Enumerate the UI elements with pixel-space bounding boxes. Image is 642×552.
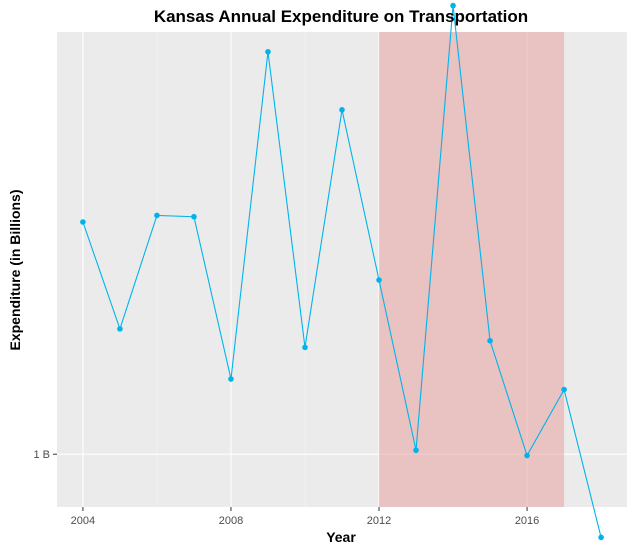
x-axis-ticks: 2004 2008 2012 2016 [71,507,539,527]
data-point [80,219,86,225]
x-tick-label: 2004 [71,515,95,527]
x-tick-label: 2008 [219,515,243,527]
data-point [154,212,160,219]
plot-panel [57,2,627,541]
data-point [376,277,382,283]
data-point [339,107,345,113]
data-point [302,344,308,351]
data-point [561,386,567,393]
highlight-band [379,32,565,507]
x-tick-label: 2016 [515,515,539,527]
y-axis-ticks: 1 B [33,449,57,461]
data-point [228,376,234,382]
data-points [80,2,604,541]
x-tick-label: 2012 [367,515,391,527]
data-point [117,326,123,332]
data-point [487,337,493,344]
data-point [191,213,197,220]
y-axis-title: Expenditure (in Billions) [7,189,23,350]
data-point [598,534,604,541]
data-point [265,48,271,55]
data-point [524,452,530,459]
data-point [450,2,456,9]
chart-title: Kansas Annual Expenditure on Transportat… [154,7,528,26]
data-point [413,447,419,454]
y-tick-label: 1 B [33,449,50,461]
x-axis-title: Year [326,529,356,545]
